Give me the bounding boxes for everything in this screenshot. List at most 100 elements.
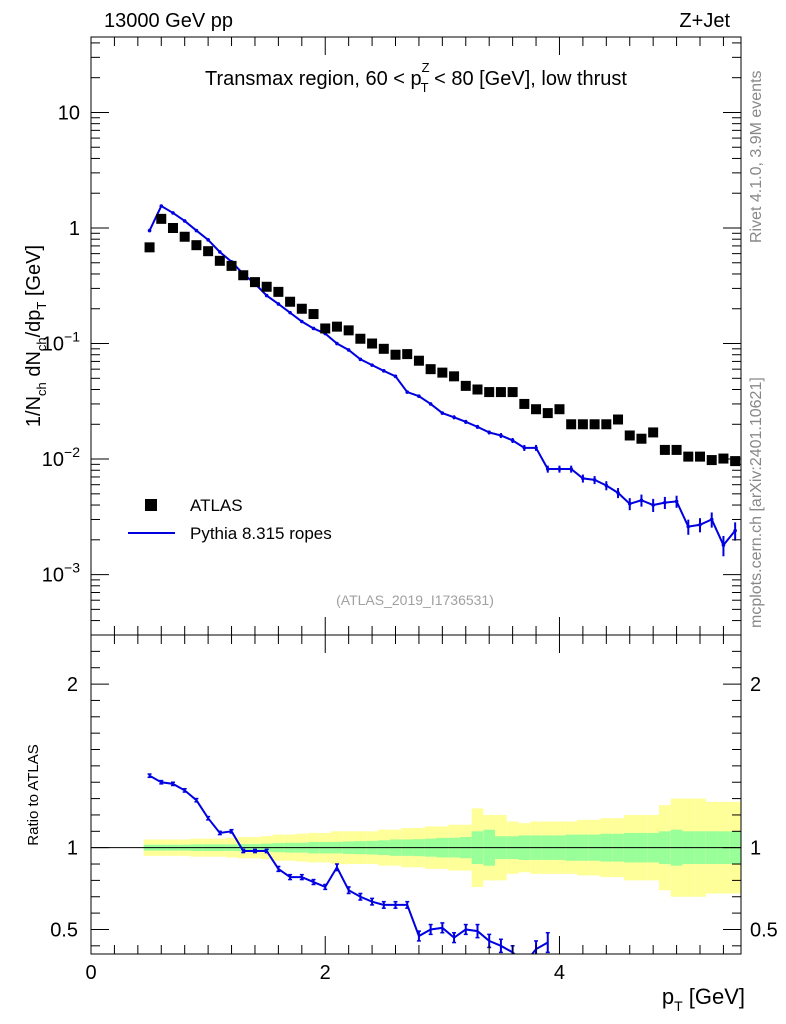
ratio-y-tick-label-right: 1 — [750, 838, 761, 860]
mc-point — [639, 498, 644, 503]
mc-point — [499, 433, 503, 438]
mc-point — [405, 390, 410, 394]
mc-point — [264, 293, 269, 298]
atlas-data-point — [214, 255, 225, 266]
mc-point — [346, 348, 351, 352]
atlas-data-point — [273, 286, 284, 297]
atlas-data-point — [472, 384, 483, 395]
ratio-frame — [90, 634, 742, 955]
main-frame — [90, 36, 742, 636]
atlas-data-point — [507, 387, 518, 398]
mc-point — [569, 467, 573, 471]
atlas-data-point — [249, 277, 260, 288]
mc-point — [534, 446, 538, 450]
mc-point — [475, 425, 480, 429]
atlas-data-point — [402, 349, 413, 360]
atlas-data-point — [636, 433, 647, 444]
atlas-data-point — [226, 260, 237, 271]
x-axis-label: pT [GeV] — [662, 984, 745, 1014]
atlas-data-point — [531, 404, 542, 415]
mc-point — [698, 522, 702, 527]
atlas-data-point — [296, 303, 307, 314]
atlas-data-point — [695, 451, 706, 462]
atlas-data-point — [484, 387, 495, 398]
atlas-data-point — [203, 246, 214, 257]
mc-point — [721, 543, 726, 547]
atlas-data-point — [554, 404, 565, 415]
mc-point — [545, 467, 550, 471]
atlas-data-point — [156, 213, 167, 224]
mc-point — [417, 394, 421, 399]
energy-label: 13000 GeV pp — [104, 10, 233, 32]
mc-point — [171, 211, 175, 215]
mc-point — [592, 478, 597, 482]
ratio-plot-area — [91, 773, 741, 954]
atlas-data-point — [378, 343, 389, 354]
ratio-y-tick-label: 0.5 — [50, 919, 78, 941]
mcplots-site-label: mcplots.cern.ch [arXiv:2401.10621] — [748, 377, 765, 628]
mc-point — [381, 369, 386, 373]
mc-point — [288, 310, 292, 315]
mc-point — [300, 319, 304, 324]
atlas-data-point — [613, 414, 624, 425]
mc-point — [358, 357, 363, 362]
ratio-panel: 0.5 0.5 1 1 2 2 0 2 4 — [50, 634, 778, 984]
atlas-data-point — [577, 419, 588, 430]
ratio-y-tick-label: 2 — [67, 674, 78, 696]
main-y-axis-label: 1/Nch dNch/dpT [GeV] — [23, 245, 49, 427]
x-tick-label: 4 — [554, 962, 565, 984]
mc-point — [452, 415, 456, 420]
atlas-data-point — [589, 419, 600, 430]
ratio-y-tick-label: 1 — [67, 838, 78, 860]
atlas-data-point — [343, 325, 354, 336]
atlas-data-point — [261, 281, 272, 292]
mc-point — [159, 204, 164, 208]
atlas-data-point — [659, 444, 670, 455]
mc-point — [335, 341, 339, 346]
atlas-data-point — [413, 355, 424, 366]
atlas-data-point — [601, 419, 612, 430]
atlas-data-point — [390, 349, 401, 360]
mc-point — [651, 503, 655, 507]
rivet-version-label: Rivet 4.1.0, 3.9M events — [748, 70, 765, 243]
mc-point — [522, 446, 527, 450]
mc-point — [428, 402, 433, 406]
mc-point — [393, 374, 398, 379]
mc-point — [581, 476, 585, 481]
atlas-data-point — [238, 270, 249, 281]
mc-point — [194, 228, 199, 233]
atlas-data-point — [683, 451, 694, 462]
atlas-data-point — [355, 333, 366, 344]
main-panel: 10 1 10−1 10−2 10−3 — [42, 36, 742, 636]
y-tick-label: 10−1 — [42, 329, 80, 356]
ratio-y-tick-label-right: 2 — [750, 674, 761, 696]
y-tick-label: 1 — [69, 218, 80, 240]
main-axes: 10 1 10−1 10−2 10−3 — [42, 37, 741, 636]
legend-mc-label: Pythia 8.315 ropes — [190, 524, 332, 543]
ratio-y-tick-label-right: 0.5 — [750, 919, 778, 941]
atlas-data-point — [449, 371, 460, 382]
atlas-data-point — [320, 323, 331, 334]
atlas-data-point — [648, 427, 659, 438]
mc-point — [686, 524, 691, 529]
y-tick-label: 10−2 — [42, 444, 80, 471]
mc-point — [663, 500, 667, 505]
mc-point — [218, 250, 222, 254]
atlas-data-point — [308, 309, 319, 320]
atlas-data-point — [460, 380, 471, 391]
analysis-reference: (ATLAS_2019_I1736531) — [336, 592, 494, 608]
atlas-data-point — [425, 364, 436, 375]
atlas-data-point — [191, 240, 202, 251]
atlas-data-point — [167, 222, 178, 233]
mc-point — [627, 501, 632, 506]
main-plot-area — [144, 204, 741, 557]
mc-point — [463, 420, 468, 424]
y-tick-label: 10−3 — [42, 560, 80, 587]
mc-point — [604, 483, 609, 488]
mc-point — [557, 467, 562, 471]
process-label: Z+Jet — [679, 10, 730, 32]
ratio-series — [147, 773, 550, 954]
atlas-data-point — [706, 455, 717, 466]
mc-point — [616, 491, 620, 495]
